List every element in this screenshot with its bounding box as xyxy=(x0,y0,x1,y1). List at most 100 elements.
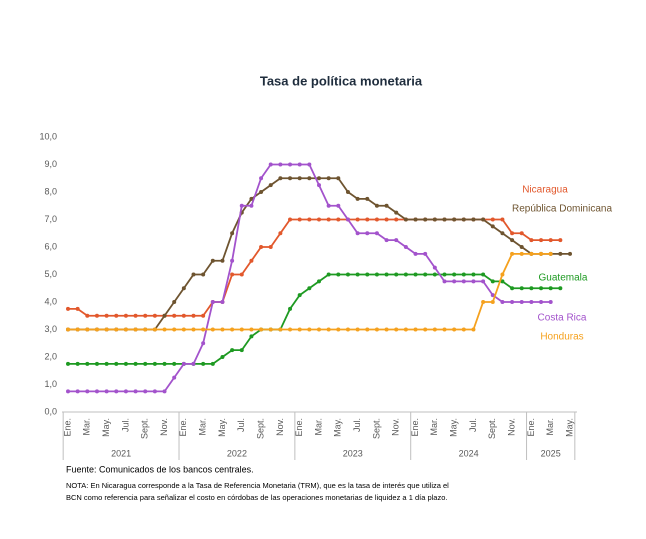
data-point xyxy=(123,361,128,366)
data-point xyxy=(152,313,157,318)
data-point xyxy=(210,361,215,366)
data-point xyxy=(423,327,428,332)
data-point xyxy=(558,286,563,291)
y-tick-label: 0,0 xyxy=(44,406,57,416)
data-point xyxy=(152,327,157,332)
data-point xyxy=(394,272,399,277)
data-point xyxy=(114,327,119,332)
y-tick-label: 9,0 xyxy=(44,159,57,169)
data-point xyxy=(85,327,90,332)
data-point xyxy=(452,217,457,222)
data-point xyxy=(442,217,447,222)
data-point xyxy=(510,238,515,243)
x-tick-label: Ene. xyxy=(410,418,420,437)
x-tick-label: Ene. xyxy=(526,418,536,437)
data-point xyxy=(268,183,273,188)
data-point xyxy=(500,272,505,277)
data-point xyxy=(152,361,157,366)
data-point xyxy=(336,327,341,332)
x-tick-label: May. xyxy=(101,418,111,437)
data-point xyxy=(104,313,109,318)
x-group-label: 2023 xyxy=(343,448,363,458)
data-point xyxy=(510,300,515,304)
data-point xyxy=(539,300,544,304)
data-point xyxy=(413,251,418,256)
data-point xyxy=(481,217,486,222)
data-point xyxy=(461,327,466,332)
data-point xyxy=(172,327,177,332)
data-point xyxy=(249,258,254,263)
data-point xyxy=(374,272,379,277)
data-point xyxy=(201,361,206,366)
data-point xyxy=(288,162,293,167)
y-tick-label: 8,0 xyxy=(44,186,57,196)
data-point xyxy=(345,327,350,332)
data-point xyxy=(66,327,70,332)
data-point xyxy=(365,327,370,332)
data-point xyxy=(143,389,148,394)
data-point xyxy=(181,313,186,318)
data-point xyxy=(133,327,138,332)
data-point xyxy=(510,251,515,256)
x-tick-label: Sept. xyxy=(371,418,381,439)
data-point xyxy=(326,217,331,222)
data-point xyxy=(297,217,302,222)
data-point xyxy=(394,327,399,332)
x-tick-label: May. xyxy=(217,418,227,437)
data-point xyxy=(114,361,119,366)
data-point xyxy=(365,231,370,236)
y-tick-label: 3,0 xyxy=(44,324,57,334)
data-point xyxy=(94,327,99,332)
data-point xyxy=(114,313,119,318)
data-point xyxy=(500,279,505,284)
data-point xyxy=(326,272,331,277)
x-tick-label: Ene. xyxy=(178,418,188,437)
data-point xyxy=(94,313,99,318)
data-point xyxy=(75,361,80,366)
data-point xyxy=(510,231,515,236)
data-point xyxy=(278,176,283,181)
data-point xyxy=(85,313,90,318)
data-point xyxy=(403,245,408,249)
data-point xyxy=(365,196,370,201)
x-tick-label: Sept. xyxy=(140,418,150,439)
data-point xyxy=(500,217,505,222)
data-point xyxy=(336,176,341,181)
x-tick-label: Nov. xyxy=(275,418,285,436)
data-point xyxy=(490,279,495,284)
data-point xyxy=(442,279,447,284)
data-point xyxy=(471,279,476,284)
data-point xyxy=(191,272,196,277)
data-point xyxy=(297,293,302,298)
data-point xyxy=(259,327,264,332)
data-point xyxy=(249,327,254,332)
data-point xyxy=(143,313,148,318)
data-point xyxy=(94,389,99,394)
x-tick-label: May. xyxy=(333,418,343,437)
data-point xyxy=(529,251,534,256)
data-point xyxy=(239,272,244,277)
data-point xyxy=(114,389,119,394)
source: Fuente: Comunicados de los bancos centra… xyxy=(66,464,254,474)
data-point xyxy=(85,361,90,366)
data-point xyxy=(123,313,128,318)
data-point xyxy=(133,389,138,394)
data-point xyxy=(490,293,495,298)
data-point xyxy=(278,162,283,167)
data-point xyxy=(75,389,80,394)
note: BCN como referencia para señalizar el co… xyxy=(66,493,447,502)
data-point xyxy=(374,203,379,208)
data-point xyxy=(336,203,341,208)
data-point xyxy=(201,313,206,318)
data-point xyxy=(481,300,486,304)
y-tick-label: 5,0 xyxy=(44,269,57,279)
data-point xyxy=(191,361,196,366)
x-tick-label: Sept. xyxy=(255,418,265,439)
data-point xyxy=(123,327,128,332)
data-point xyxy=(191,313,196,318)
x-tick-label: Mar. xyxy=(429,418,439,436)
data-point xyxy=(471,272,476,277)
x-tick-label: Jul. xyxy=(236,418,246,432)
data-point xyxy=(394,210,399,215)
data-point xyxy=(210,327,215,332)
